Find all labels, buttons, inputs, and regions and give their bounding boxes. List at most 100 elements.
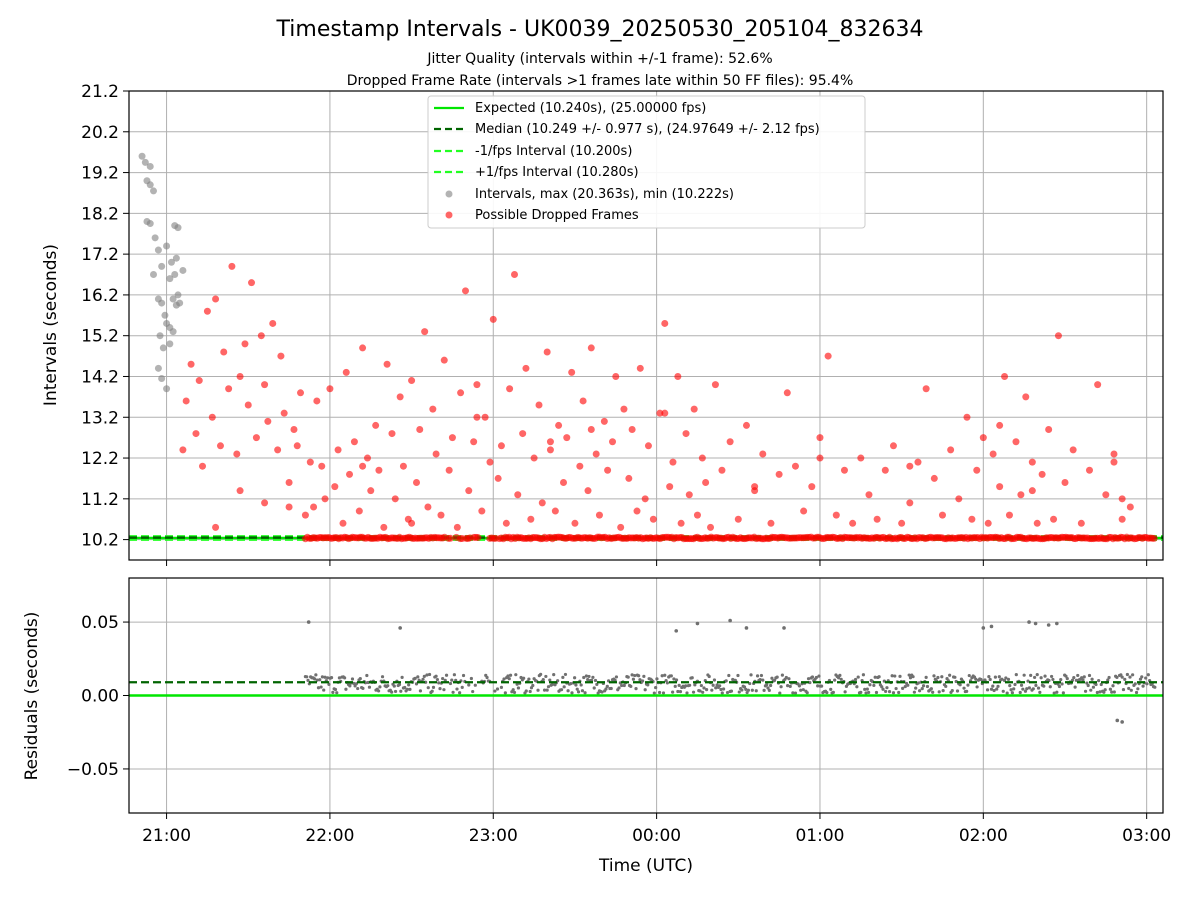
- residual-point: [744, 626, 749, 630]
- residual-noise-point: [744, 687, 748, 691]
- residual-noise-point: [502, 677, 506, 681]
- residual-noise-point: [761, 678, 765, 682]
- dropped-frame-point: [538, 499, 546, 507]
- residual-noise-point: [1153, 685, 1157, 689]
- dropped-frame-point: [857, 454, 865, 462]
- residual-noise-point: [527, 677, 531, 681]
- residual-noise-point: [1036, 686, 1041, 690]
- residual-noise-point: [1110, 690, 1114, 694]
- residual-noise-point: [1006, 677, 1011, 681]
- dropped-frame-point: [587, 344, 595, 352]
- residual-noise-point: [1089, 688, 1093, 692]
- dropped-frame-point: [1005, 511, 1013, 519]
- dropped-frame-point: [269, 319, 277, 327]
- residual-noise-point: [552, 673, 556, 677]
- residual-noise-point: [425, 673, 429, 677]
- residual-noise-point: [437, 681, 441, 685]
- residual-noise-point: [661, 691, 666, 695]
- interval-point: [158, 262, 166, 270]
- interval-point: [176, 299, 184, 307]
- residual-noise-point: [787, 677, 791, 681]
- residual-noise-point: [705, 688, 709, 692]
- residual-noise-point: [378, 685, 382, 689]
- residuals-y-tick-label: 0.00: [81, 687, 119, 707]
- residual-noise-point: [859, 690, 863, 694]
- residual-noise-point: [894, 686, 898, 691]
- residual-noise-point: [810, 675, 815, 679]
- residual-noise-point: [343, 676, 347, 680]
- dropped-frame-point: [641, 495, 649, 503]
- residual-noise-point: [778, 691, 782, 695]
- residual-noise-point: [678, 690, 683, 694]
- residual-noise-point: [514, 673, 518, 677]
- residual-noise-point: [780, 673, 784, 677]
- residual-noise-point: [991, 684, 995, 688]
- dropped-frame-point: [350, 438, 358, 446]
- residual-noise-point: [1112, 690, 1116, 694]
- residual-noise-point: [452, 673, 456, 677]
- residual-noise-point: [1033, 675, 1037, 680]
- residual-noise-point: [712, 678, 717, 682]
- x-tick-label: 03:00: [1122, 826, 1171, 846]
- residual-noise-point: [646, 683, 650, 687]
- residual-noise-point: [671, 690, 675, 694]
- residual-noise-point: [663, 673, 667, 677]
- residual-noise-point: [953, 675, 957, 679]
- residual-noise-point: [1076, 673, 1080, 678]
- residual-noise-point: [617, 686, 621, 690]
- dropped-frame-point: [453, 523, 461, 531]
- residual-noise-point: [740, 688, 744, 692]
- residual-noise-point: [426, 686, 430, 690]
- dropped-frame-point: [372, 421, 380, 429]
- residual-noise-point: [853, 677, 858, 682]
- dropped-frame-point: [734, 515, 742, 523]
- dropped-frame-point: [546, 446, 554, 454]
- residual-noise-point: [305, 675, 309, 679]
- residual-noise-point: [987, 674, 991, 679]
- dropped-frame-point: [816, 434, 824, 442]
- residual-noise-point: [542, 688, 547, 692]
- dropped-frame-point: [236, 487, 244, 495]
- dropped-frame-point: [212, 295, 220, 303]
- residual-noise-point: [996, 684, 1000, 688]
- dropped-frame-point: [261, 499, 269, 507]
- interval-point: [166, 275, 174, 283]
- residual-noise-point: [872, 683, 876, 688]
- residual-noise-point: [685, 691, 689, 695]
- dropped-frame-point: [212, 523, 220, 531]
- residual-noise-point: [1097, 679, 1101, 683]
- dropped-frame-point: [359, 344, 367, 352]
- dropped-frame-point: [187, 360, 195, 368]
- residual-noise-point: [1090, 677, 1094, 681]
- residual-noise-point: [1010, 691, 1014, 695]
- residual-noise-point: [1014, 673, 1018, 677]
- residual-noise-point: [584, 674, 588, 678]
- residual-noise-point: [519, 675, 523, 680]
- dropped-frame-point: [579, 397, 587, 405]
- residual-noise-point: [314, 673, 318, 677]
- dropped-frame-point: [461, 287, 469, 295]
- dropped-frame-point: [355, 507, 363, 515]
- dropped-frame-point: [285, 503, 293, 511]
- dropped-frame-point: [609, 438, 617, 446]
- residual-noise-point: [405, 687, 409, 691]
- residual-noise-point: [493, 689, 497, 693]
- residual-noise-point: [997, 675, 1001, 679]
- dropped-frame-point: [1022, 393, 1030, 401]
- residual-noise-point: [400, 675, 404, 679]
- interval-point: [141, 158, 149, 166]
- dropped-frame-point: [685, 491, 693, 499]
- residual-noise-point: [1008, 684, 1012, 688]
- dropped-frame-point: [1038, 470, 1046, 478]
- interval-point: [172, 254, 180, 262]
- dropped-frame-point: [277, 352, 285, 360]
- residual-noise-point: [759, 673, 764, 678]
- dropped-frame-point: [1118, 515, 1126, 523]
- residual-noise-point: [590, 678, 594, 682]
- intervals-y-tick-label: 19.2: [81, 164, 119, 184]
- dropped-frame-point: [543, 348, 551, 356]
- residual-noise-point: [1086, 683, 1090, 688]
- dropped-frame-point: [1033, 519, 1041, 527]
- dropped-frame-point: [280, 409, 288, 417]
